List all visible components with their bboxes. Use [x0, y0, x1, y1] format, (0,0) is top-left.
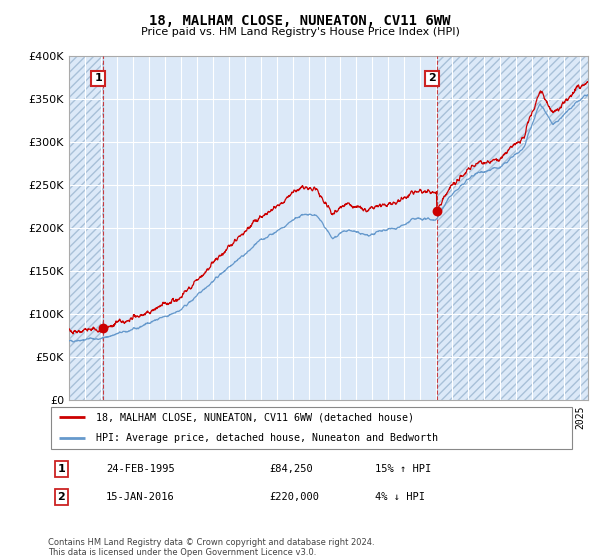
Text: 15-JAN-2016: 15-JAN-2016	[106, 492, 175, 502]
Text: Contains HM Land Registry data © Crown copyright and database right 2024.
This d: Contains HM Land Registry data © Crown c…	[48, 538, 374, 557]
Text: 15% ↑ HPI: 15% ↑ HPI	[376, 464, 431, 474]
Point	[98, 323, 107, 332]
Text: £84,250: £84,250	[270, 464, 314, 474]
Text: 1: 1	[94, 73, 102, 83]
FancyBboxPatch shape	[50, 407, 572, 449]
Text: 4% ↓ HPI: 4% ↓ HPI	[376, 492, 425, 502]
Text: 1: 1	[58, 464, 65, 474]
Text: £220,000: £220,000	[270, 492, 320, 502]
Text: 18, MALHAM CLOSE, NUNEATON, CV11 6WW (detached house): 18, MALHAM CLOSE, NUNEATON, CV11 6WW (de…	[95, 412, 413, 422]
Text: 2: 2	[58, 492, 65, 502]
Text: Price paid vs. HM Land Registry's House Price Index (HPI): Price paid vs. HM Land Registry's House …	[140, 27, 460, 37]
Text: 18, MALHAM CLOSE, NUNEATON, CV11 6WW: 18, MALHAM CLOSE, NUNEATON, CV11 6WW	[149, 14, 451, 28]
Text: 2: 2	[428, 73, 436, 83]
Point	[432, 207, 442, 216]
Text: HPI: Average price, detached house, Nuneaton and Bedworth: HPI: Average price, detached house, Nune…	[95, 433, 437, 444]
Text: 24-FEB-1995: 24-FEB-1995	[106, 464, 175, 474]
